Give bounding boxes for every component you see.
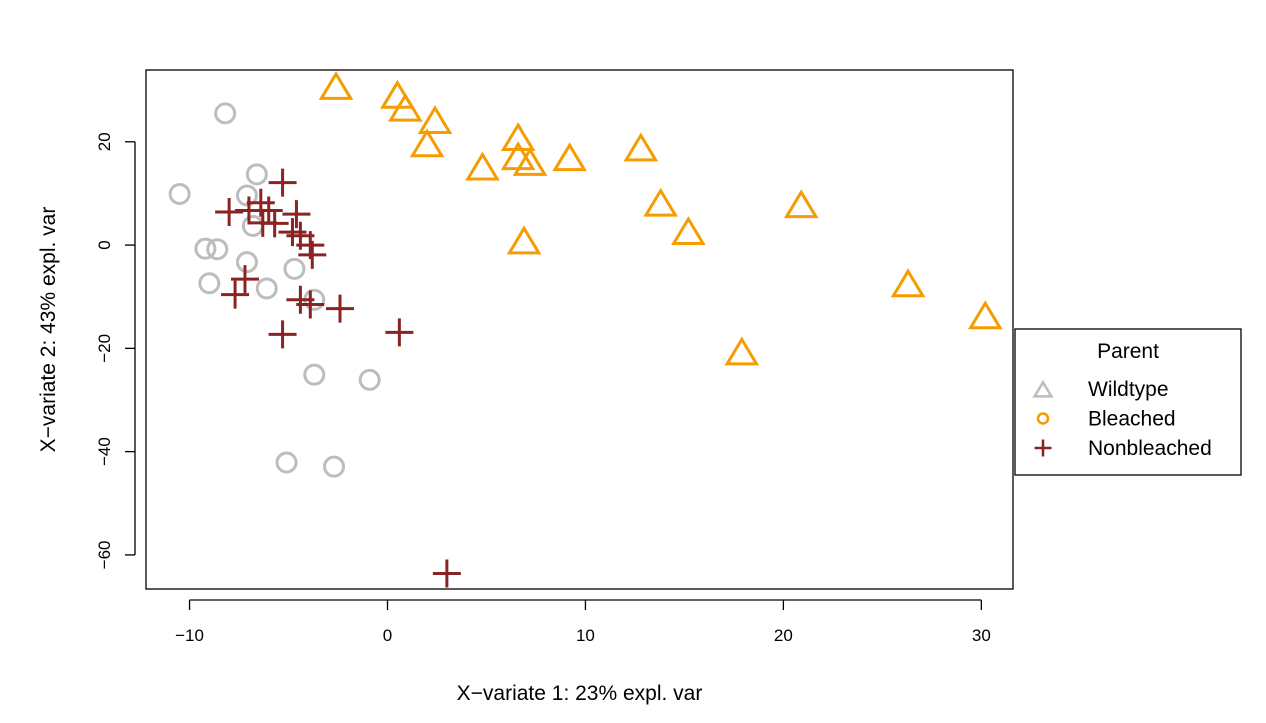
point-nonbleached bbox=[221, 280, 250, 309]
point-wildtype bbox=[198, 272, 221, 295]
point-wildtype bbox=[241, 214, 264, 237]
point-wildtype bbox=[275, 451, 298, 474]
legend-label-bleached: Bleached bbox=[1088, 408, 1176, 431]
point-bleached bbox=[500, 141, 536, 171]
point-wildtype bbox=[235, 184, 258, 207]
point-bleached bbox=[643, 187, 679, 217]
series-nonbleached bbox=[215, 168, 461, 588]
point-bleached bbox=[465, 151, 500, 181]
legend-label-nonbleached: Nonbleached bbox=[1088, 437, 1212, 460]
legend-marker-nonbleached bbox=[1034, 439, 1052, 457]
y-tick-label: 0 bbox=[95, 240, 114, 249]
x-tick-label: 30 bbox=[972, 626, 991, 645]
legend-marker-wildtype bbox=[1032, 379, 1054, 398]
legend: Parent Wildtype Bleached Nonbleached bbox=[1014, 328, 1242, 476]
point-bleached bbox=[724, 336, 760, 366]
point-wildtype bbox=[358, 368, 381, 391]
point-bleached bbox=[500, 122, 536, 152]
point-wildtype bbox=[255, 277, 278, 300]
point-nonbleached bbox=[432, 559, 461, 588]
point-nonbleached bbox=[215, 198, 244, 227]
point-nonbleached bbox=[282, 200, 311, 229]
legend-marker-bleached bbox=[1036, 412, 1050, 425]
series-bleached bbox=[318, 71, 1003, 366]
point-nonbleached bbox=[268, 320, 297, 349]
point-nonbleached bbox=[246, 188, 275, 217]
x-tick-label: −10 bbox=[175, 626, 204, 645]
point-bleached bbox=[380, 79, 415, 109]
point-wildtype bbox=[283, 257, 306, 280]
point-bleached bbox=[387, 92, 423, 122]
y-tick-label: 20 bbox=[95, 132, 114, 151]
point-bleached bbox=[783, 189, 819, 219]
y-axis-title: X−variate 2: 43% expl. var bbox=[37, 207, 60, 453]
x-tick-label: 10 bbox=[576, 626, 595, 645]
x-tick-label: 20 bbox=[774, 626, 793, 645]
point-nonbleached bbox=[260, 209, 289, 238]
y-tick-label: −20 bbox=[95, 334, 114, 363]
legend-box bbox=[1014, 328, 1242, 476]
point-nonbleached bbox=[286, 285, 315, 314]
plot-area-border bbox=[145, 69, 1014, 590]
point-nonbleached bbox=[268, 168, 297, 197]
point-wildtype bbox=[323, 455, 346, 478]
axes: −10 0 10 20 30 −60 −40 −20 0 20 bbox=[95, 132, 991, 645]
point-bleached bbox=[890, 268, 926, 298]
point-bleached bbox=[552, 142, 587, 172]
point-nonbleached bbox=[385, 318, 414, 347]
point-wildtype bbox=[245, 163, 268, 186]
point-nonbleached bbox=[298, 240, 327, 269]
y-tick-label: −40 bbox=[95, 437, 114, 466]
series-wildtype bbox=[168, 102, 381, 478]
point-bleached bbox=[671, 216, 706, 246]
point-wildtype bbox=[168, 182, 191, 205]
point-nonbleached bbox=[325, 294, 354, 323]
x-tick-label: 0 bbox=[383, 626, 392, 645]
legend-items: Wildtype Bleached Nonbleached bbox=[1032, 378, 1212, 460]
point-nonbleached bbox=[230, 265, 259, 294]
point-bleached bbox=[318, 71, 354, 100]
point-bleached bbox=[967, 300, 1003, 330]
point-nonbleached bbox=[234, 196, 263, 225]
point-wildtype bbox=[194, 237, 217, 260]
point-bleached bbox=[512, 146, 548, 176]
data-marks bbox=[168, 71, 1003, 588]
point-bleached bbox=[409, 128, 445, 158]
legend-title: Parent bbox=[1097, 340, 1159, 363]
point-bleached bbox=[506, 225, 542, 255]
y-tick-label: −60 bbox=[95, 540, 114, 569]
point-wildtype bbox=[303, 363, 326, 386]
legend-label-wildtype: Wildtype bbox=[1088, 378, 1169, 401]
point-bleached bbox=[623, 132, 659, 162]
x-axis-title: X−variate 1: 23% expl. var bbox=[457, 682, 703, 705]
point-wildtype bbox=[235, 251, 258, 274]
point-wildtype bbox=[206, 238, 229, 261]
point-bleached bbox=[417, 105, 453, 135]
point-wildtype bbox=[214, 102, 237, 125]
